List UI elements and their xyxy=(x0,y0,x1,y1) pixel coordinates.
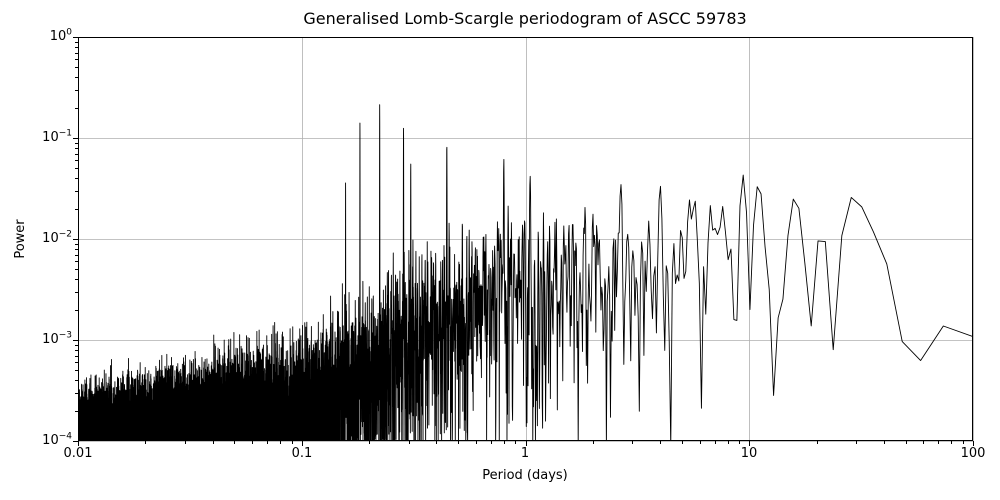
y-tick-label-1e-3: 10−3 xyxy=(42,330,72,347)
x-tick-label-1: 1 xyxy=(520,446,530,461)
y-tick-label-1e-4: 10−4 xyxy=(42,431,72,448)
x-tick-label-0.01: 0.01 xyxy=(63,446,93,461)
y-tick-label-1e-2: 10−2 xyxy=(42,229,72,246)
y-tick-label-1e0: 100 xyxy=(49,27,72,44)
x-tick-label-0.1: 0.1 xyxy=(291,446,313,461)
y-tick-label-1e-1: 10−1 xyxy=(42,128,72,145)
x-tick-label-10: 10 xyxy=(740,446,758,461)
x-axis-label: Period (days) xyxy=(482,468,568,483)
x-tick-label-100: 100 xyxy=(960,446,986,461)
chart-title: Generalised Lomb-Scargle periodogram of … xyxy=(303,9,747,28)
